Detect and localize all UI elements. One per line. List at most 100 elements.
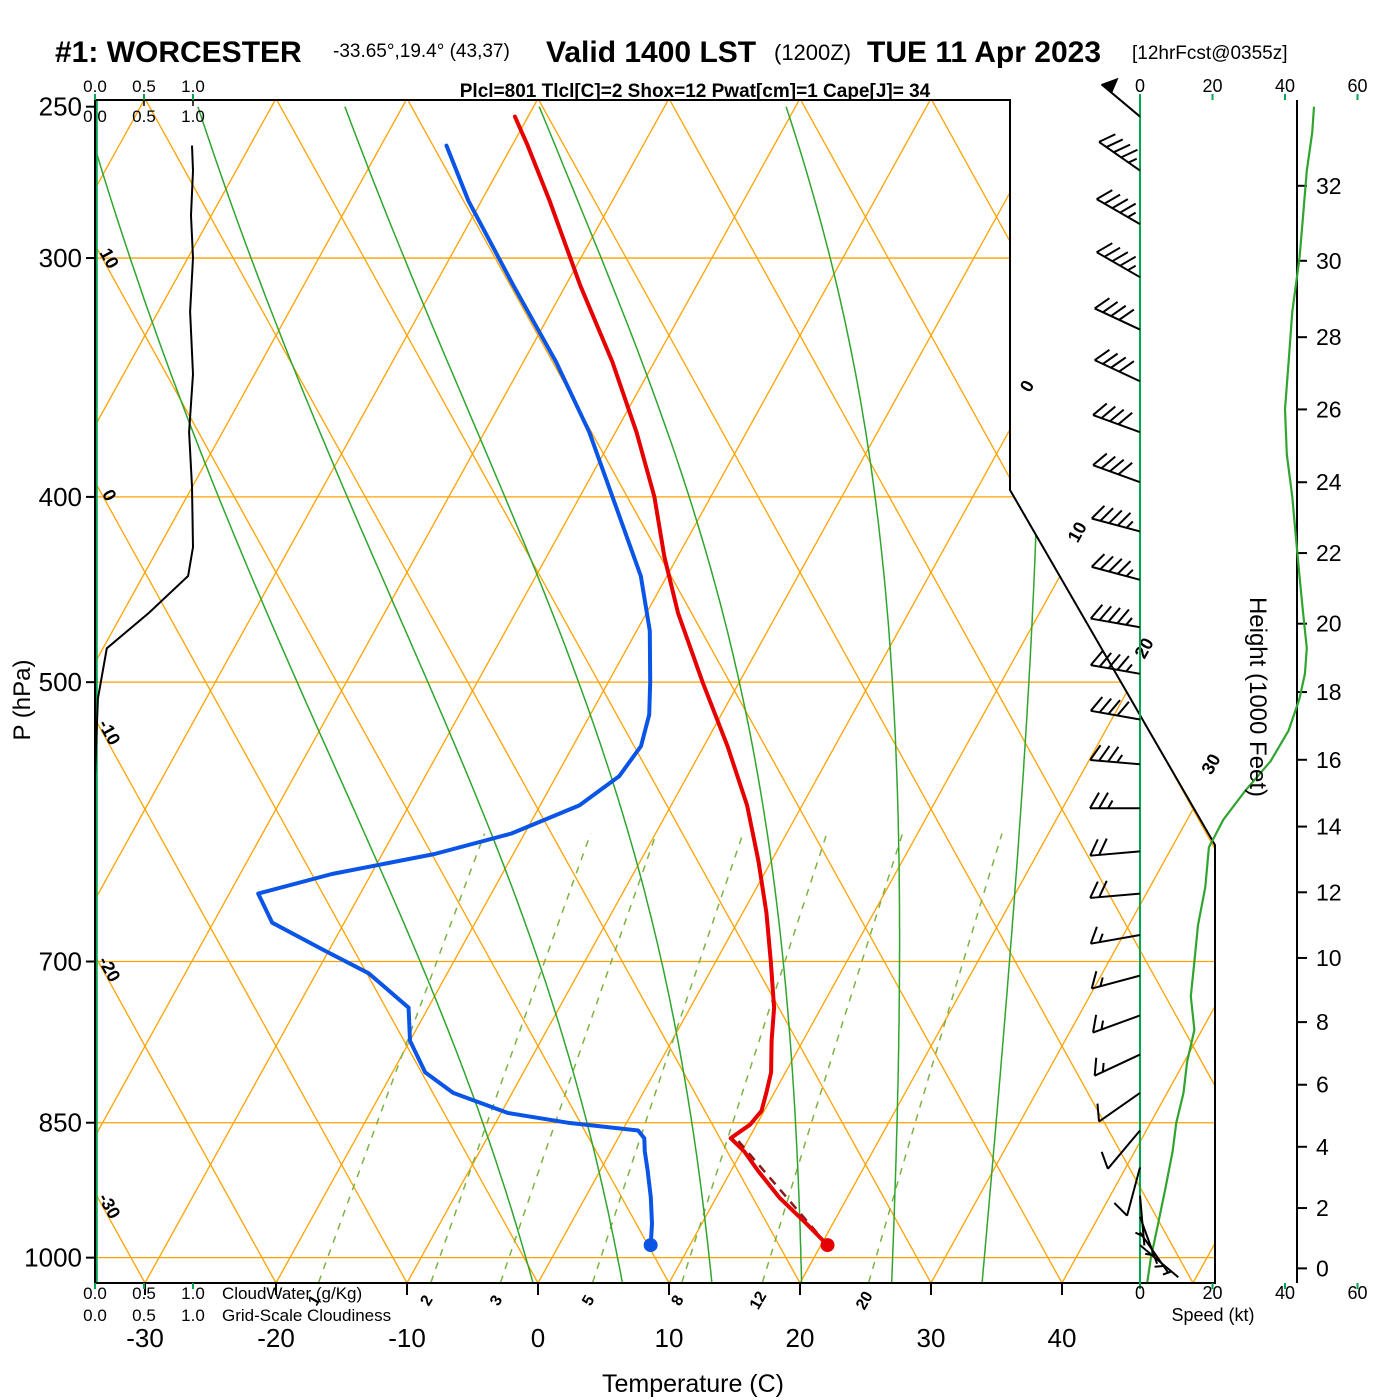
wind-barb-feather bbox=[1090, 505, 1106, 520]
speed-scale-label-top: 20 bbox=[1202, 76, 1222, 96]
wind-barb-feather bbox=[1103, 193, 1121, 205]
wind-speed-curve bbox=[1146, 106, 1316, 1283]
wind-barb-half-feather bbox=[1125, 617, 1133, 626]
moist-adiabat-line bbox=[538, 106, 803, 1283]
wind-barb-feather bbox=[1098, 745, 1111, 762]
height-tick-label: 14 bbox=[1316, 814, 1342, 840]
dry-adiabat-label: -30 bbox=[94, 1190, 124, 1222]
pressure-tick-label: 400 bbox=[39, 482, 82, 512]
temperature-tick-label: 20 bbox=[786, 1323, 815, 1353]
valid-date: TUE 11 Apr 2023 bbox=[867, 36, 1101, 69]
valid-zulu: (1200Z) bbox=[774, 40, 851, 65]
isotherm-line bbox=[668, 100, 1215, 1283]
dry-adiabat-line bbox=[1062, 100, 1215, 1283]
wind-barb-half-feather bbox=[1100, 1020, 1105, 1030]
isotherm-line bbox=[275, 100, 931, 1283]
cloudiness-scale-label-bottom: 0.5 bbox=[132, 1306, 156, 1325]
height-tick-label: 4 bbox=[1316, 1134, 1329, 1160]
wind-barb-feather bbox=[1107, 607, 1121, 623]
isotherm-line bbox=[406, 100, 1062, 1283]
wind-barb-feather bbox=[1096, 242, 1113, 254]
temperature-tick-label: 40 bbox=[1048, 1323, 1077, 1353]
wind-barb-staff bbox=[1090, 709, 1141, 721]
isotherm-line bbox=[144, 100, 800, 1283]
mixing-ratio-line bbox=[681, 833, 828, 1283]
cloudiness-scale-label-bottom: 1.0 bbox=[181, 1306, 205, 1325]
wind-barb-staff bbox=[1091, 974, 1141, 990]
wind-barb-feather bbox=[1098, 605, 1112, 621]
isotherm-line bbox=[95, 100, 669, 1283]
isotherm-line bbox=[95, 100, 538, 1283]
wind-barb-feather bbox=[1109, 458, 1125, 473]
plot-border bbox=[94, 99, 1216, 1284]
valid-time: Valid 1400 LST bbox=[546, 36, 756, 69]
wind-barb-feather bbox=[1118, 308, 1135, 321]
cloudiness-scale-label-top: 1.0 bbox=[181, 107, 205, 126]
moist-adiabat-line bbox=[95, 106, 534, 1283]
wind-barb-feather bbox=[1089, 926, 1098, 945]
wind-barb-staff bbox=[1096, 198, 1141, 226]
wind-barb-feather bbox=[1116, 701, 1130, 717]
cloudiness-scale-label-top: 0.0 bbox=[83, 107, 107, 126]
pressure-tick-label: 500 bbox=[39, 667, 82, 697]
wind-barb-staff bbox=[1098, 141, 1141, 172]
wind-barb-feather bbox=[1100, 455, 1116, 469]
wind-barb-feather bbox=[1113, 143, 1131, 154]
pressure-axis-label: P (hPa) bbox=[9, 660, 36, 741]
wind-barb-staff bbox=[1107, 1129, 1141, 1170]
wind-barb-feather bbox=[1089, 744, 1102, 761]
wind-barb-feather bbox=[1090, 970, 1098, 989]
dry-adiabat-line bbox=[95, 100, 539, 1283]
cloudiness-profile-line bbox=[95, 145, 195, 1283]
height-tick-label: 26 bbox=[1316, 396, 1342, 422]
dry-adiabat-label: 10 bbox=[96, 245, 123, 272]
wind-barb-half-feather bbox=[1125, 569, 1134, 577]
wind-barb-feather bbox=[1092, 402, 1108, 416]
cloudwater-scale-label-top: 0.5 bbox=[132, 77, 156, 96]
temperature-tick-label: -20 bbox=[257, 1323, 295, 1353]
surface-dewpoint-dot bbox=[643, 1238, 658, 1253]
wind-barb-staff bbox=[1096, 251, 1141, 279]
wind-barb-feather bbox=[1089, 650, 1104, 666]
isotherm-line bbox=[537, 100, 1193, 1283]
mixing-ratio-line bbox=[317, 833, 486, 1283]
speed-scale-label-top: 0 bbox=[1135, 76, 1145, 96]
cloudwater-label: CloudWater (g/Kg) bbox=[222, 1284, 362, 1303]
dry-adiabat-label: -20 bbox=[94, 953, 124, 985]
height-tick-label: 0 bbox=[1316, 1255, 1329, 1281]
wind-barb-feather bbox=[1117, 512, 1132, 527]
dry-adiabat-line bbox=[276, 100, 932, 1283]
wind-barb-feather bbox=[1094, 297, 1111, 310]
wind-barb-staff bbox=[1094, 359, 1141, 383]
wind-barb-feather bbox=[1096, 1103, 1101, 1122]
wind-barb-half-feather bbox=[1162, 1270, 1172, 1276]
wind-barb-staff bbox=[1094, 1053, 1141, 1077]
pressure-tick-label: 850 bbox=[39, 1108, 82, 1138]
dry-adiabat-line bbox=[407, 100, 1063, 1283]
isotherm-label: 20 bbox=[1131, 635, 1158, 662]
dry-adiabat-line bbox=[145, 100, 801, 1283]
wind-barb-feather bbox=[1098, 697, 1112, 714]
wind-barb-feather bbox=[1113, 1202, 1128, 1217]
pressure-tick-label: 1000 bbox=[24, 1243, 82, 1273]
wind-barb-feather bbox=[1089, 604, 1104, 620]
sounding-profiles bbox=[95, 100, 835, 1283]
wind-barb-half-feather bbox=[1098, 933, 1104, 943]
moist-adiabat-line bbox=[197, 106, 624, 1283]
temperature-tick-label: 10 bbox=[655, 1323, 684, 1353]
dry-adiabat-line bbox=[95, 100, 670, 1283]
height-tick-label: 16 bbox=[1316, 747, 1342, 773]
wind-barb-feather bbox=[1109, 408, 1125, 422]
cloudwater-scale-label-bottom: 1.0 bbox=[181, 1284, 205, 1303]
wind-barb-feather bbox=[1089, 838, 1099, 857]
wind-barb-feather bbox=[1089, 696, 1104, 712]
cloudwater-scale-label-bottom: 0.0 bbox=[83, 1284, 107, 1303]
wind-barb-feather bbox=[1107, 653, 1121, 669]
wind-barb-staff bbox=[1094, 307, 1141, 331]
isotherm-line bbox=[95, 100, 407, 1283]
wind-barb-staff bbox=[1090, 664, 1141, 675]
wind-barb-feather bbox=[1089, 881, 1099, 899]
height-tick-label: 6 bbox=[1316, 1072, 1329, 1098]
wind-barb-feather bbox=[1107, 699, 1121, 715]
dry-adiabat-label: 0 bbox=[98, 486, 120, 504]
